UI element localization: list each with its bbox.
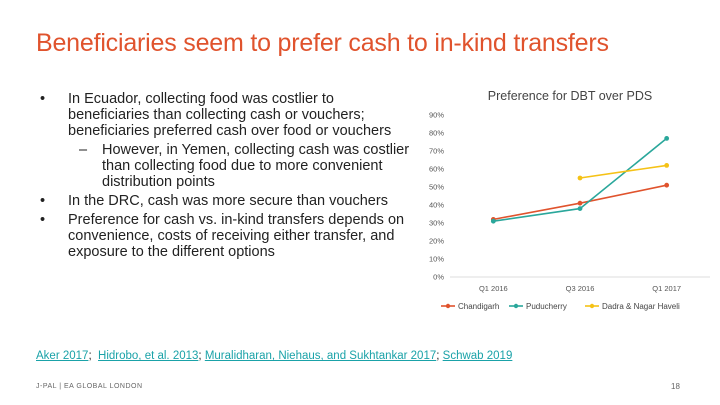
y-tick-label: 50% [429,183,444,192]
y-tick-label: 30% [429,219,444,228]
slide-title: Beneficiaries seem to prefer cash to in-… [36,29,609,57]
y-tick-label: 90% [429,111,444,120]
data-point [664,136,670,141]
legend-label: Puducherry [526,302,567,311]
series-line [579,164,667,179]
data-point [577,175,583,181]
preference-line-chart: Preference for DBT over PDS 0% 10% 20% 30% 4… [429,89,710,311]
legend-marker [445,303,451,309]
bullet-marker: • [40,91,46,107]
legend-label: Chandigarh [458,302,499,311]
y-tick-label: 60% [429,165,444,174]
data-point [577,200,583,206]
legend-marker [513,303,519,309]
reference-link[interactable]: Aker 2017 [36,350,89,362]
data-point [490,218,496,224]
bullet-list: • In Ecuador, collecting food was costlie… [36,91,416,263]
reference-separator: ; [198,350,202,362]
page-number: 18 [671,382,680,391]
y-tick-label: 80% [429,129,444,138]
bullet-item: • In the DRC, cash was more secure than v… [36,193,416,209]
bullet-text: In the DRC, cash was more secure than vo… [68,193,388,209]
reference-separator: ; [436,350,440,362]
data-point [664,163,670,168]
y-tick-label: 40% [429,201,444,210]
chart-title: Preference for DBT over PDS [488,89,652,103]
y-tick-label: 20% [429,237,444,246]
y-tick-label: 0% [433,273,444,282]
x-tick-label: Q1 2017 [652,284,681,293]
sub-bullet-marker: – [79,142,88,158]
x-tick-label: Q3 2016 [566,284,595,293]
data-point [577,206,583,211]
bullet-item: • Preference for cash vs. in-kind transfe… [36,212,416,260]
reference-separator: ; [88,350,92,362]
bullet-marker: • [40,193,46,209]
reference-link[interactable]: Hidrobo, et al. 2013 [98,350,199,362]
bullet-text: In Ecuador, collecting food was costlier… [68,91,392,139]
data-point [664,182,670,188]
bullet-text: Preference for cash vs. in-kind transfer… [68,212,405,260]
references: Aker 2017; Hidrobo, et al. 2013; Muralid… [36,350,512,362]
reference-link[interactable]: Muralidharan, Niehaus, and Sukhtankar 20… [204,350,437,362]
footer-text: J-PAL | EA GLOBAL LONDON [36,383,143,390]
bullet-item: • In Ecuador, collecting food was costlie… [36,91,416,139]
sub-bullet-text: However, in Yemen, collecting cash was c… [102,142,410,190]
x-tick-label: Q1 2016 [479,284,508,293]
legend-label: Dadra & Nagar Haveli [602,302,680,311]
bullet-marker: • [40,212,46,228]
y-tick-label: 10% [429,255,444,264]
sub-bullet-item: – However, in Yemen, collecting cash was … [36,142,416,190]
y-tick-label: 70% [429,147,444,156]
reference-link[interactable]: Schwab 2019 [442,350,513,362]
legend-marker [589,303,595,309]
